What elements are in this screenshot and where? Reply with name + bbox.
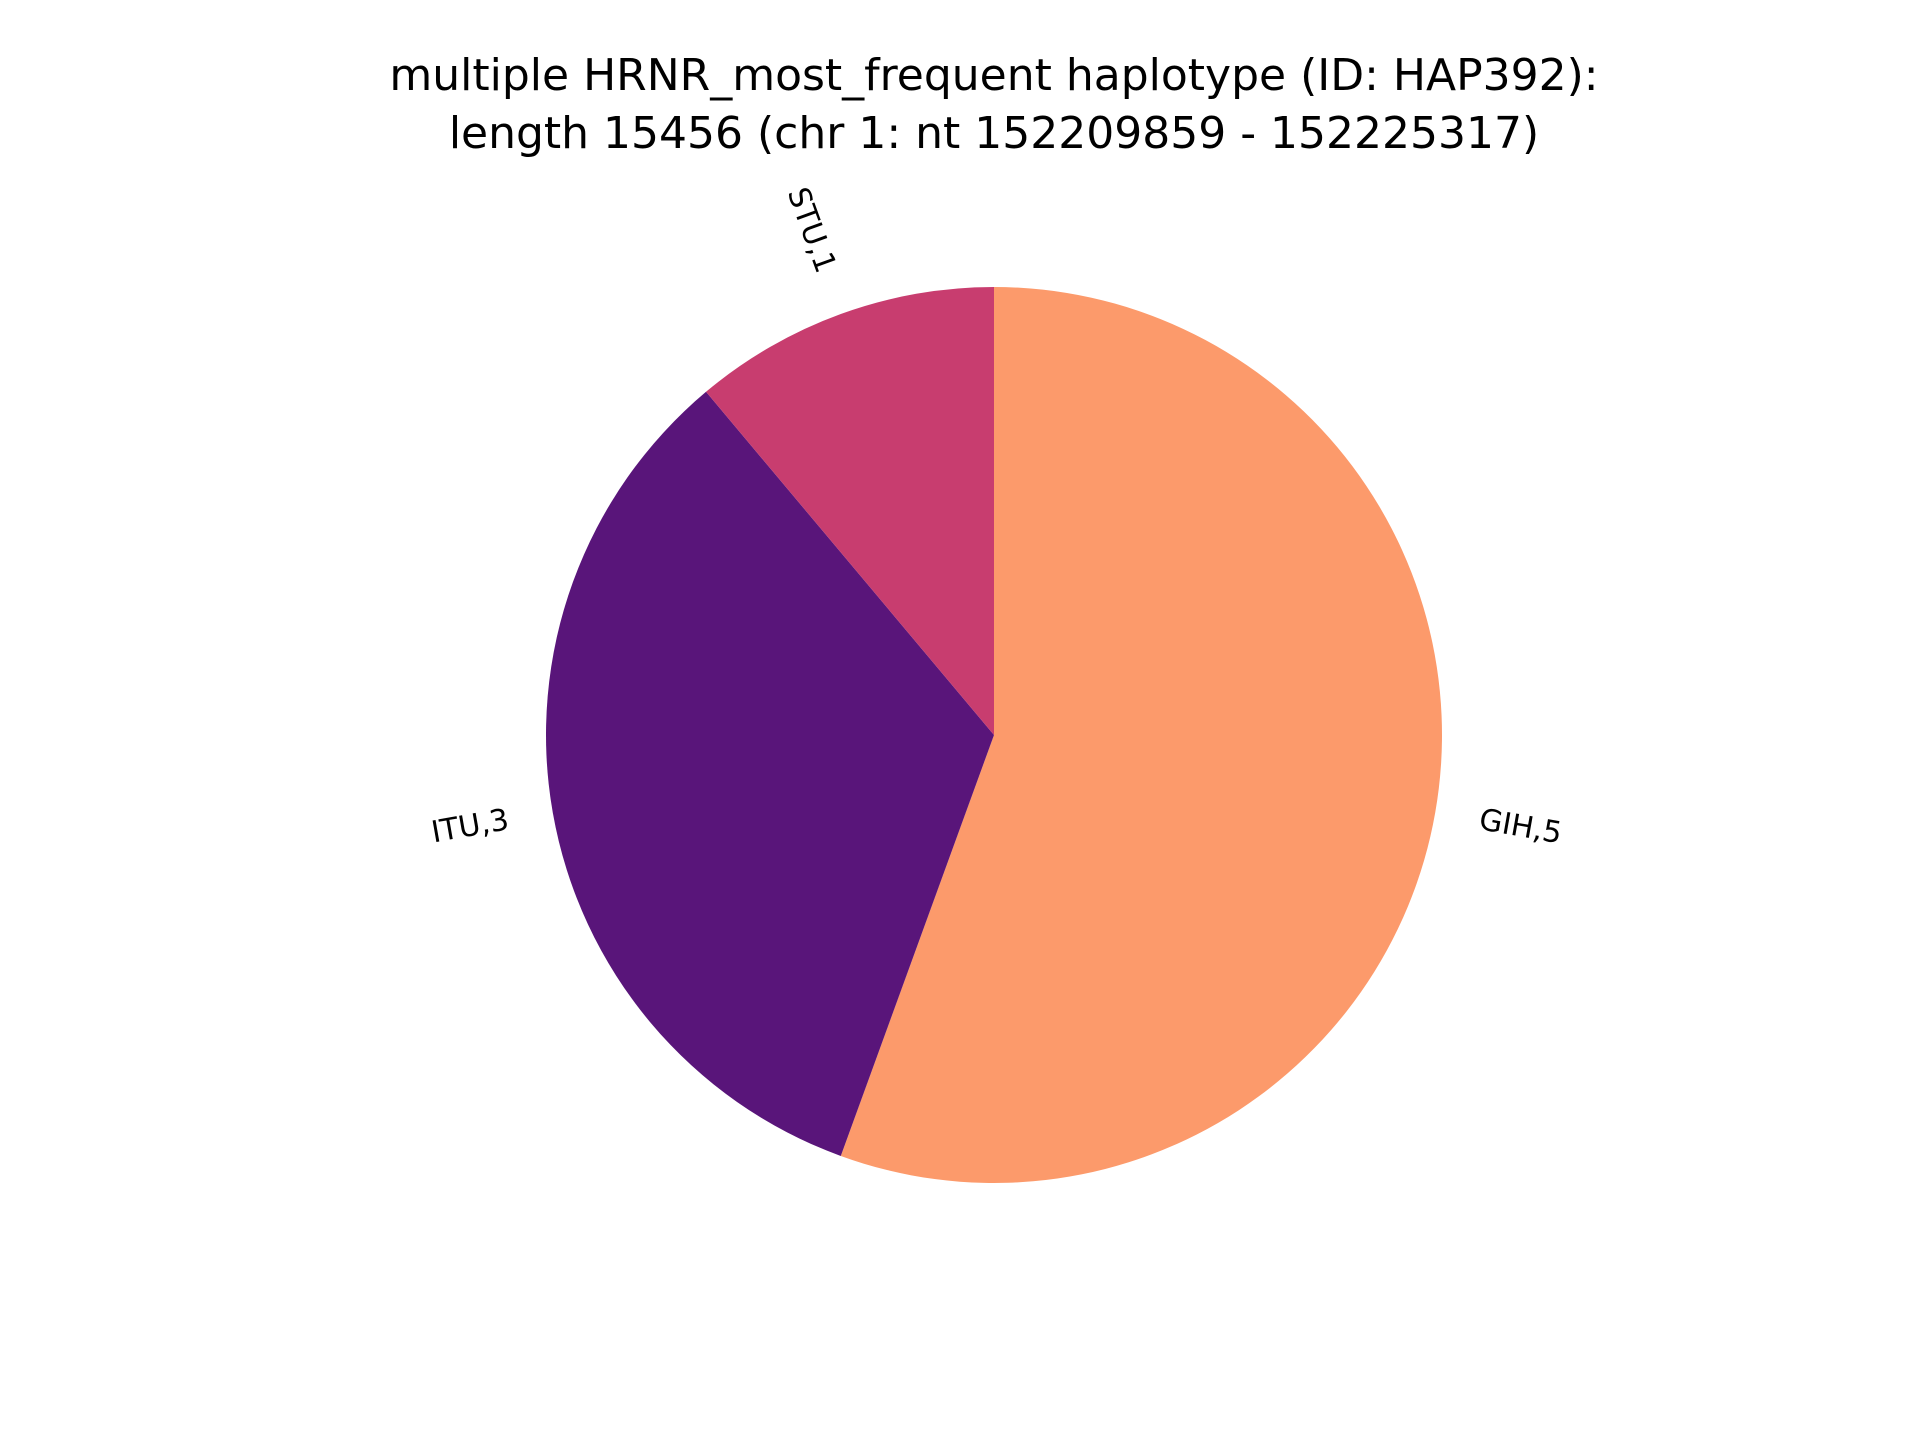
pie-slices <box>546 287 1442 1183</box>
pie-slice-gih <box>840 287 1442 1183</box>
chart-title-line-1: multiple HRNR_most_frequent haplotype (I… <box>389 50 1598 101</box>
pie-slice-stu <box>706 287 994 735</box>
pie-slice-itu <box>546 391 994 1156</box>
chart-title-line-2: length 15456 (chr 1: nt 152209859 - 1522… <box>449 108 1539 159</box>
